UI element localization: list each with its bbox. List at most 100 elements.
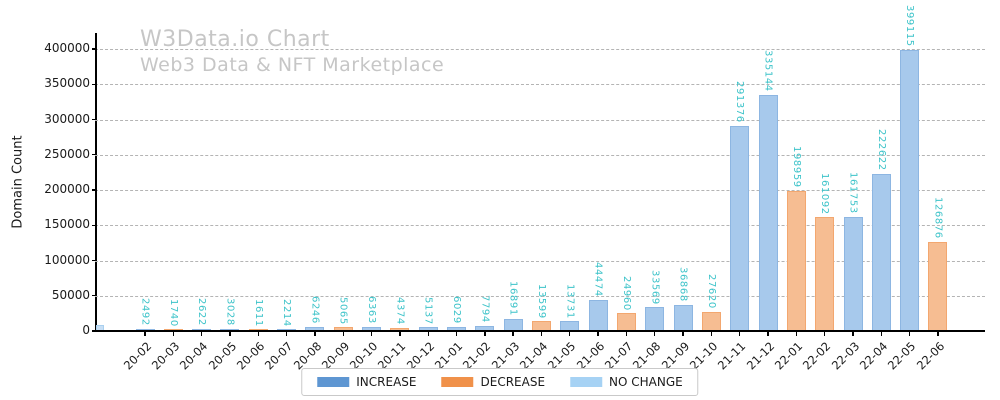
bar-21-11[interactable] bbox=[730, 125, 750, 331]
bar-value-label: 4374 bbox=[394, 297, 406, 325]
y-tick-mark bbox=[92, 189, 97, 191]
bar-value-label: 36868 bbox=[677, 267, 689, 303]
bar-value-label: 198959 bbox=[790, 145, 802, 188]
gridline bbox=[95, 190, 985, 191]
x-tick-label: 22-06 bbox=[913, 339, 947, 373]
x-tick-mark bbox=[399, 331, 401, 336]
x-tick-mark bbox=[229, 331, 231, 336]
bar-22-06[interactable] bbox=[928, 241, 948, 331]
y-tick-label: 400000 bbox=[44, 41, 90, 55]
x-tick-mark bbox=[739, 331, 741, 336]
x-tick-mark bbox=[285, 331, 288, 336]
x-tick-mark bbox=[540, 331, 543, 336]
bar-22-04[interactable] bbox=[871, 174, 891, 331]
x-tick-mark bbox=[172, 331, 174, 336]
x-tick-label: 20-03 bbox=[148, 339, 183, 373]
x-tick-mark bbox=[654, 331, 656, 336]
y-tick-label: 150000 bbox=[44, 217, 90, 232]
y-tick-label: 300000 bbox=[44, 111, 90, 126]
x-tick-mark bbox=[795, 331, 798, 336]
bar-21-10[interactable] bbox=[701, 311, 721, 331]
y-tick-mark bbox=[92, 295, 97, 297]
x-tick-mark bbox=[767, 331, 769, 336]
x-tick-mark bbox=[314, 331, 316, 336]
bar-value-label: 126876 bbox=[932, 196, 944, 239]
x-tick-label: 21-12 bbox=[743, 339, 777, 373]
y-tick-label: 250000 bbox=[44, 146, 90, 161]
bar-value-label: 399115 bbox=[904, 4, 916, 47]
bar-21-08[interactable] bbox=[645, 307, 665, 331]
bar-value-label: 1740 bbox=[167, 298, 179, 327]
bar-22-05[interactable] bbox=[900, 49, 920, 331]
y-tick-label: 100000 bbox=[44, 252, 90, 267]
bar-value-label: 33569 bbox=[649, 269, 661, 305]
gridline bbox=[95, 119, 985, 121]
bar-21-06[interactable] bbox=[588, 299, 608, 331]
gridline bbox=[95, 49, 985, 50]
bar-21-12[interactable] bbox=[758, 94, 778, 331]
x-tick-label: 20-06 bbox=[233, 339, 268, 373]
y-tick-mark bbox=[92, 224, 97, 226]
y-tick-label: 0 bbox=[82, 323, 90, 337]
bar-22-01[interactable] bbox=[786, 190, 806, 331]
x-tick-mark bbox=[484, 331, 486, 336]
bar-value-label: 222622 bbox=[875, 129, 887, 172]
y-axis-label: Domain Count bbox=[10, 135, 26, 229]
y-tick-mark bbox=[92, 83, 97, 85]
x-tick-label: 20-04 bbox=[177, 339, 211, 373]
y-tick-mark bbox=[92, 154, 97, 156]
x-tick-mark bbox=[682, 331, 684, 336]
x-tick-mark bbox=[937, 331, 939, 336]
bar-value-label: 13599 bbox=[535, 283, 547, 319]
chart-title: W3Data.io Chart bbox=[140, 27, 330, 52]
x-tick-mark bbox=[455, 331, 458, 336]
bar-value-label: 1611 bbox=[252, 298, 264, 327]
x-tick-label: 22-05 bbox=[885, 339, 919, 373]
gridline bbox=[95, 260, 985, 262]
bar-value-label: 3028 bbox=[224, 298, 236, 326]
bar-value-label: 6363 bbox=[366, 295, 378, 324]
bar-value-label: 161092 bbox=[819, 172, 831, 215]
chart-subtitle: Web3 Data & NFT Marketplace bbox=[140, 54, 445, 76]
x-tick-label: 20-02 bbox=[120, 339, 154, 373]
bar-value-label: 2214 bbox=[281, 298, 293, 327]
x-tick-mark bbox=[200, 331, 203, 336]
legend-label: NO CHANGE bbox=[609, 375, 683, 389]
x-tick-mark bbox=[569, 331, 571, 336]
bar-value-label: 6246 bbox=[309, 295, 321, 324]
bar-21-09[interactable] bbox=[673, 305, 693, 331]
x-tick-label: 20-05 bbox=[205, 339, 239, 373]
legend-item-decrease: DECREASE bbox=[441, 375, 545, 389]
gridline bbox=[95, 225, 985, 227]
x-tick-label: 22-04 bbox=[856, 339, 891, 373]
gridline bbox=[95, 84, 985, 86]
x-tick-label: 22-03 bbox=[828, 339, 862, 373]
x-tick-mark bbox=[427, 331, 429, 336]
x-tick-mark bbox=[625, 331, 628, 336]
legend-swatch-decrease bbox=[441, 377, 474, 387]
bar-22-02[interactable] bbox=[815, 217, 835, 331]
x-tick-mark bbox=[880, 331, 882, 336]
bar-value-label: 5137 bbox=[422, 296, 434, 325]
gridline bbox=[95, 295, 985, 297]
legend-label: DECREASE bbox=[480, 375, 546, 389]
x-tick-label: 21-11 bbox=[715, 339, 749, 373]
bar-value-label: 2492 bbox=[139, 298, 151, 327]
x-tick-label: 20-07 bbox=[261, 339, 296, 373]
y-tick-label: 50000 bbox=[51, 287, 90, 302]
x-tick-mark bbox=[512, 331, 514, 336]
bar-21-07[interactable] bbox=[616, 313, 636, 331]
legend-label: INCREASE bbox=[356, 375, 417, 389]
x-tick-mark bbox=[823, 331, 826, 336]
legend-item-no_change: NO CHANGE bbox=[570, 375, 683, 389]
bar-value-label: 335144 bbox=[762, 49, 774, 92]
legend-swatch-no_change bbox=[570, 377, 603, 387]
bar-22-03[interactable] bbox=[843, 216, 863, 331]
y-tick-mark bbox=[92, 118, 97, 121]
bar-value-label: 2622 bbox=[196, 298, 208, 327]
y-tick-mark bbox=[92, 330, 97, 332]
x-tick-label: 22-01 bbox=[771, 339, 806, 373]
bar-value-label: 13731 bbox=[564, 283, 576, 319]
x-tick-mark bbox=[342, 331, 344, 336]
